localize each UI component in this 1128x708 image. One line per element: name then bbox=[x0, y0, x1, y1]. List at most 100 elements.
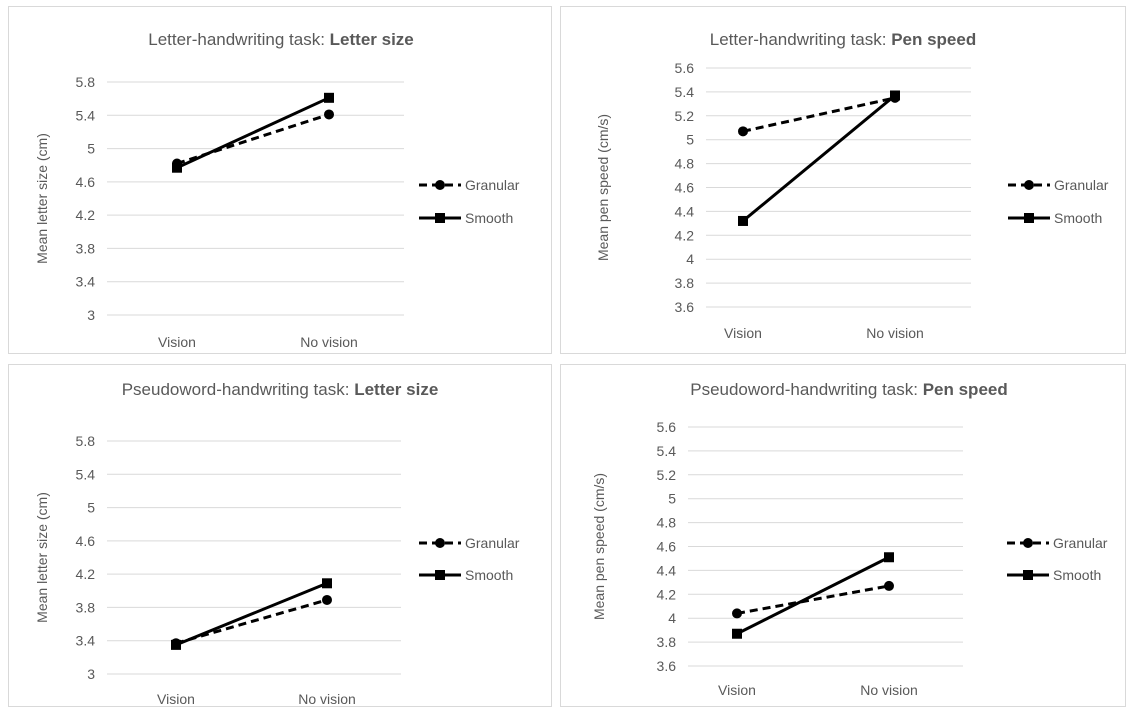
series-line-smooth bbox=[175, 581, 328, 647]
chart-panel-pseudoword-letter-size: Pseudoword-handwriting task: Letter size… bbox=[8, 364, 552, 707]
data-point-granular bbox=[324, 109, 334, 120]
data-point-granular bbox=[322, 594, 332, 605]
x-tick-label: Vision bbox=[724, 325, 762, 341]
y-tick-label: 4 bbox=[668, 610, 676, 626]
y-tick-label: 4.6 bbox=[657, 539, 677, 555]
y-tick-label: 4.4 bbox=[657, 562, 677, 578]
y-tick-label: 5 bbox=[87, 141, 95, 157]
data-point-smooth bbox=[324, 92, 334, 103]
y-tick-label: 5.6 bbox=[657, 419, 677, 435]
legend-item-smooth: Smooth bbox=[1008, 210, 1102, 226]
legend-item-granular: Granular bbox=[419, 177, 520, 193]
legend-marker-granular bbox=[435, 538, 445, 548]
series-smooth bbox=[738, 90, 900, 226]
y-tick-label: 5.8 bbox=[76, 74, 96, 90]
y-tick-label: 5 bbox=[668, 491, 676, 507]
y-tick-label: 3.6 bbox=[657, 658, 677, 674]
chart-title-bold: Letter size bbox=[354, 380, 438, 399]
x-tick-label: Vision bbox=[158, 334, 196, 350]
x-tick-label: No vision bbox=[866, 325, 924, 341]
legend-label: Smooth bbox=[465, 210, 513, 226]
y-tick-label: 3.4 bbox=[76, 274, 96, 290]
y-tick-label: 3.4 bbox=[76, 633, 96, 649]
chart-panel-pseudoword-pen-speed: Pseudoword-handwriting task: Pen speed 3.… bbox=[560, 364, 1126, 707]
x-tick-label: Vision bbox=[157, 691, 195, 707]
legend-label: Smooth bbox=[1054, 210, 1102, 226]
data-point-smooth bbox=[738, 215, 748, 226]
y-tick-label: 4 bbox=[686, 251, 694, 267]
y-tick-label: 4.8 bbox=[675, 156, 695, 172]
y-tick-label: 4.2 bbox=[675, 227, 695, 243]
series-line-smooth bbox=[742, 94, 896, 223]
chart-title: Letter-handwriting task: Letter size bbox=[148, 30, 414, 49]
chart-title-bold: Pen speed bbox=[923, 380, 1008, 399]
chart-title-bold: Pen speed bbox=[891, 30, 976, 49]
chart-title-prefix: Letter-handwriting task: bbox=[148, 30, 329, 49]
legend-item-granular: Granular bbox=[419, 535, 520, 551]
y-tick-label: 4.2 bbox=[657, 586, 677, 602]
legend-item-smooth: Smooth bbox=[419, 567, 513, 583]
y-tick-label: 5.4 bbox=[675, 84, 695, 100]
series-smooth bbox=[732, 552, 894, 639]
y-tick-label: 3.8 bbox=[76, 240, 96, 256]
y-tick-label: 5 bbox=[686, 132, 694, 148]
y-tick-label: 5 bbox=[87, 500, 95, 516]
y-tick-label: 5.4 bbox=[76, 466, 96, 482]
data-point-granular bbox=[732, 608, 742, 619]
y-tick-label: 4.2 bbox=[76, 207, 96, 223]
data-point-smooth bbox=[890, 90, 900, 101]
data-point-granular bbox=[884, 580, 894, 591]
y-tick-label: 4.4 bbox=[675, 203, 695, 219]
y-tick-label: 5.2 bbox=[657, 467, 677, 483]
y-axis-label: Mean letter size (cm) bbox=[34, 133, 50, 264]
data-point-smooth bbox=[171, 639, 181, 650]
legend-label: Granular bbox=[465, 177, 520, 193]
data-point-smooth bbox=[322, 578, 332, 589]
y-tick-label: 3.8 bbox=[675, 275, 695, 291]
y-tick-label: 4.6 bbox=[675, 180, 695, 196]
y-tick-label: 4.6 bbox=[76, 533, 96, 549]
series-granular bbox=[738, 92, 900, 137]
chart-svg: Pseudoword-handwriting task: Pen speed 3.… bbox=[591, 380, 1108, 698]
legend-item-smooth: Smooth bbox=[419, 210, 513, 226]
x-tick-label: No vision bbox=[860, 682, 918, 698]
y-axis-label: Mean pen speed (cm/s) bbox=[591, 473, 607, 620]
chart-title: Letter-handwriting task: Pen speed bbox=[710, 30, 976, 49]
series-line-smooth bbox=[736, 555, 890, 636]
chart-svg: Pseudoword-handwriting task: Letter size… bbox=[34, 380, 520, 707]
series-line-smooth bbox=[176, 96, 330, 170]
chart-panel-pen-speed: Letter-handwriting task: Pen speed 3.6 3.8… bbox=[560, 6, 1126, 354]
x-tick-label: No vision bbox=[300, 334, 358, 350]
series-smooth bbox=[172, 92, 334, 173]
legend-label: Smooth bbox=[465, 567, 513, 583]
chart-svg: Letter-handwriting task: Letter size 3 3.4… bbox=[34, 30, 520, 350]
chart-title-prefix: Pseudoword-handwriting task: bbox=[690, 380, 922, 399]
series-smooth bbox=[171, 578, 332, 650]
y-tick-label: 4.6 bbox=[76, 174, 96, 190]
legend-marker-smooth bbox=[1023, 570, 1033, 580]
legend-marker-granular bbox=[1023, 538, 1033, 548]
chart-title: Pseudoword-handwriting task: Letter size bbox=[122, 380, 439, 399]
chart-title-prefix: Pseudoword-handwriting task: bbox=[122, 380, 354, 399]
chart-title: Pseudoword-handwriting task: Pen speed bbox=[690, 380, 1008, 399]
series-line-granular bbox=[736, 584, 890, 615]
legend-marker-granular bbox=[435, 180, 445, 190]
legend-marker-smooth bbox=[435, 570, 445, 580]
data-point-smooth bbox=[884, 552, 894, 563]
y-tick-label: 4.2 bbox=[76, 566, 96, 582]
legend-marker-granular bbox=[1024, 180, 1034, 190]
chart-title-bold: Letter size bbox=[330, 30, 414, 49]
chart-title-prefix: Letter-handwriting task: bbox=[710, 30, 891, 49]
y-tick-label: 4.8 bbox=[657, 515, 677, 531]
data-point-smooth bbox=[732, 628, 742, 639]
x-tick-label: No vision bbox=[298, 691, 356, 707]
y-axis-label: Mean letter size (cm) bbox=[34, 492, 50, 623]
y-tick-label: 5.2 bbox=[675, 108, 695, 124]
x-tick-label: Vision bbox=[718, 682, 756, 698]
legend-marker-smooth bbox=[435, 213, 445, 223]
y-tick-label: 5.4 bbox=[76, 107, 96, 123]
y-tick-label: 3 bbox=[87, 307, 95, 323]
legend-item-smooth: Smooth bbox=[1007, 567, 1101, 583]
data-point-granular bbox=[738, 126, 748, 137]
y-axis-label: Mean pen speed (cm/s) bbox=[595, 114, 611, 261]
